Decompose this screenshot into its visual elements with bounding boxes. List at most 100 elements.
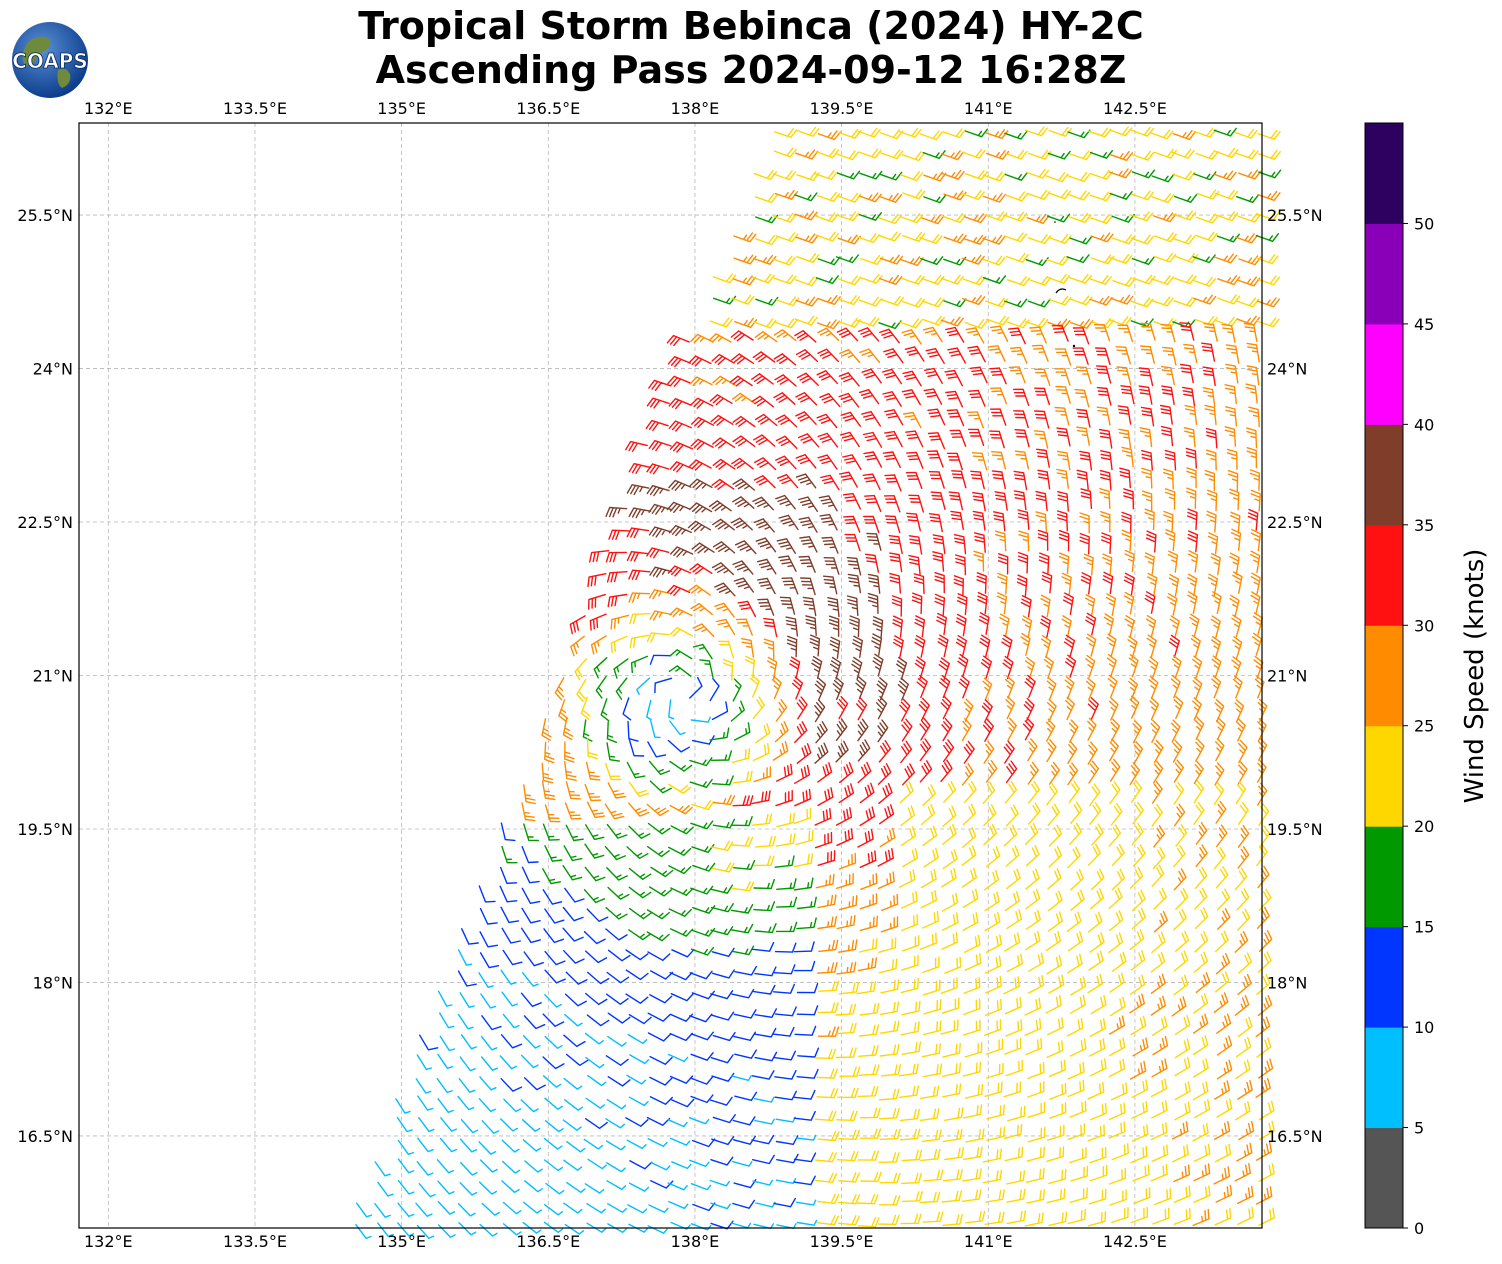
wind-barb <box>900 213 924 224</box>
wind-barb <box>962 295 986 306</box>
title-line-2: Ascending Pass 2024-09-12 16:28Z <box>375 48 1127 92</box>
wind-barb <box>827 597 840 618</box>
wind-barb <box>1172 739 1183 763</box>
wind-barb <box>857 957 877 972</box>
wind-barb <box>1207 532 1219 555</box>
wind-barb <box>1172 1144 1189 1163</box>
wind-barb <box>1215 717 1226 741</box>
wind-barb <box>669 607 693 618</box>
wind-barb <box>776 763 793 782</box>
wind-barb <box>1215 930 1229 953</box>
wind-barb <box>981 699 993 723</box>
wind-barb <box>942 1042 961 1058</box>
wind-barb <box>1173 908 1187 931</box>
wind-barb <box>1150 719 1161 744</box>
wind-barb <box>1172 234 1196 245</box>
wind-barb <box>962 148 986 159</box>
wind-barb <box>554 677 565 701</box>
wind-barb <box>796 743 812 764</box>
wind-barb <box>1154 1188 1172 1206</box>
wind-barb <box>604 803 625 820</box>
wind-barb <box>754 1096 775 1103</box>
wind-barb <box>626 761 646 779</box>
wind-barb <box>1035 511 1048 533</box>
wind-barb <box>823 557 840 575</box>
wind-barb <box>775 790 793 807</box>
wind-barb <box>1006 953 1024 973</box>
wind-barb <box>797 1047 820 1058</box>
wind-barb <box>916 674 928 699</box>
wind-barb <box>920 1148 941 1162</box>
wind-barb <box>971 452 988 471</box>
wind-barb <box>1025 317 1049 328</box>
lon-label: 139.5°E <box>810 1232 874 1251</box>
wind-barb <box>731 353 755 365</box>
wind-barb <box>1022 717 1035 741</box>
wind-barb <box>1217 294 1241 305</box>
lat-label: 19.5°N <box>1267 820 1323 839</box>
wind-barb <box>1187 508 1198 531</box>
wind-barb <box>732 795 754 807</box>
wind-barb <box>1072 327 1090 345</box>
lat-label: 18°N <box>33 973 73 992</box>
wind-barb <box>1067 762 1079 786</box>
wind-barb <box>817 348 839 363</box>
wind-barb <box>809 634 821 657</box>
wind-barb <box>1025 1037 1043 1056</box>
wind-barb <box>523 1015 546 1030</box>
wind-barb <box>710 750 733 761</box>
wind-barb <box>1187 573 1198 597</box>
wind-barb <box>1020 595 1032 618</box>
wind-barb <box>840 411 861 427</box>
wind-barb <box>1237 212 1262 223</box>
island-dot <box>1072 344 1076 348</box>
wind-barb <box>541 762 554 784</box>
wind-barb <box>906 512 921 532</box>
wind-barb <box>1215 971 1230 993</box>
wind-barb <box>1146 634 1157 658</box>
wind-barb <box>1048 1059 1066 1077</box>
wind-barb <box>732 1199 756 1209</box>
wind-barb <box>520 1099 539 1113</box>
wind-barb <box>943 213 967 224</box>
wind-barb <box>1187 530 1199 553</box>
wind-barb <box>1099 469 1112 491</box>
wind-barb <box>648 760 671 776</box>
wind-barb <box>1070 889 1085 911</box>
wind-barb <box>1236 1036 1252 1058</box>
wind-barb <box>1098 428 1113 449</box>
wind-barb <box>500 1118 519 1132</box>
wind-barb <box>1057 491 1069 512</box>
wind-barb <box>861 368 882 384</box>
wind-barb <box>1215 1184 1233 1203</box>
wind-barb <box>1079 450 1093 471</box>
wind-barb <box>1089 932 1105 953</box>
wind-barb <box>1257 698 1268 723</box>
wind-barb <box>844 533 861 552</box>
wind-barb <box>1075 366 1092 385</box>
wind-barb <box>927 432 946 450</box>
wind-barb <box>814 808 832 826</box>
wind-barb <box>796 696 808 720</box>
wind-barb <box>1005 695 1016 720</box>
wind-barb <box>1193 951 1209 973</box>
wind-barb <box>1006 318 1030 329</box>
wind-barb <box>964 318 988 329</box>
wind-barb <box>690 716 711 723</box>
wind-barb <box>1080 572 1092 595</box>
wind-barb <box>980 655 992 679</box>
wind-barb <box>877 848 894 867</box>
wind-barb <box>820 474 840 491</box>
wind-barb <box>919 1108 940 1122</box>
wind-barb <box>1064 676 1075 700</box>
wind-barb <box>984 211 1008 222</box>
wind-barb <box>627 720 639 742</box>
wind-barb <box>479 1159 498 1173</box>
wind-barb <box>732 678 742 702</box>
wind-barb <box>815 148 840 159</box>
wind-barb <box>898 869 916 888</box>
wind-barb <box>1017 551 1029 574</box>
wind-barb <box>1141 450 1153 471</box>
wind-barb <box>843 515 861 533</box>
wind-barb <box>606 721 618 743</box>
